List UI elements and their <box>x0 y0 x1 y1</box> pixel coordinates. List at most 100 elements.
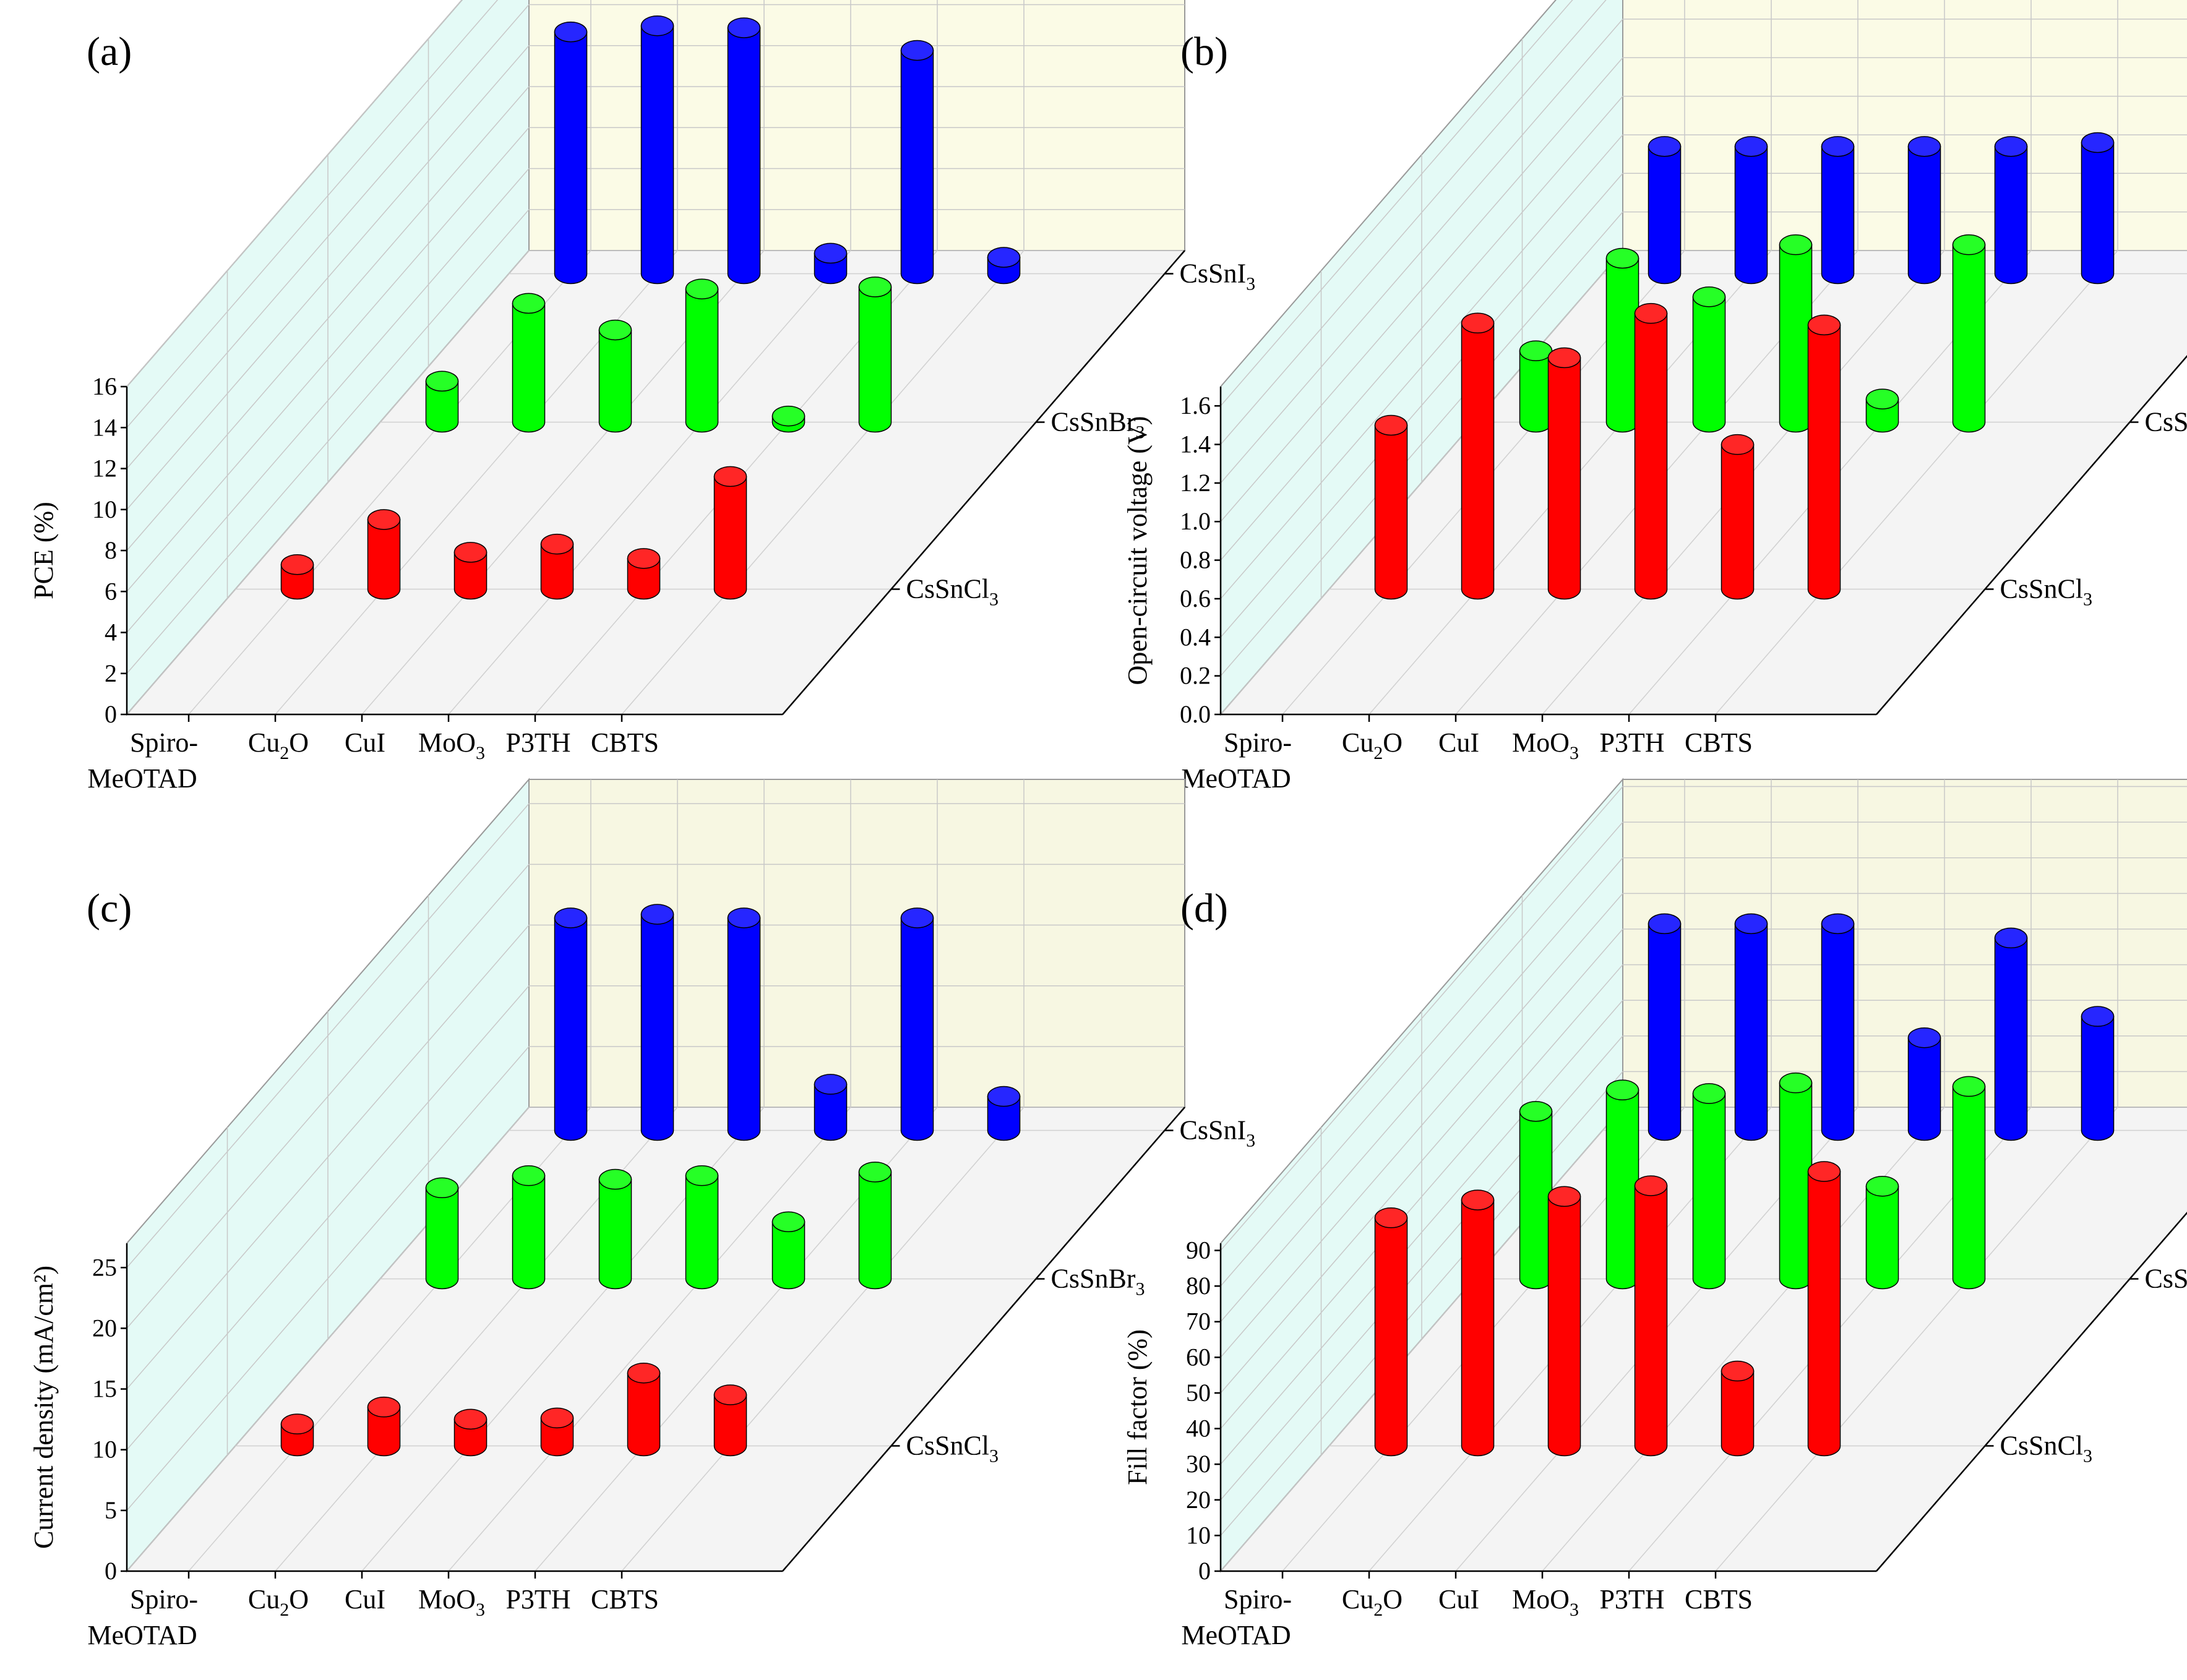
x-tick-label: CBTS <box>591 727 659 758</box>
bar-body <box>1648 923 1682 1141</box>
bar-top <box>1865 1175 1899 1197</box>
bar-body <box>1952 244 1986 433</box>
bar-body <box>554 917 588 1141</box>
y-tick-label: 10 <box>92 1436 117 1464</box>
bar-cssncl3-2 <box>453 542 488 600</box>
bar-body <box>987 1095 1021 1141</box>
bar-cssnbr3-0 <box>1519 1100 1553 1290</box>
bar-cssnbr3-5 <box>1952 234 1986 433</box>
bar-top <box>713 466 747 487</box>
bar-cssnbr3-0 <box>425 371 459 433</box>
x-tick-label: P3TH <box>1599 727 1664 758</box>
bar-body <box>512 1175 546 1290</box>
bar-body <box>1634 1185 1668 1457</box>
bar-top <box>1648 913 1682 935</box>
bar-body <box>554 31 588 285</box>
y-tick-label: 25 <box>92 1253 117 1281</box>
y-tick-label: 16 <box>92 372 117 400</box>
y-tick-label: 4 <box>105 619 117 646</box>
bar-top <box>685 278 719 299</box>
bar-top <box>280 1413 314 1434</box>
bar-body <box>727 917 761 1141</box>
bar-top <box>554 21 588 43</box>
y-tick-label: 5 <box>105 1496 117 1524</box>
bar-cssncl3-4 <box>627 1362 661 1457</box>
bar-body <box>1605 257 1639 433</box>
bar-body <box>1547 1196 1581 1457</box>
bar-cssncl3-0 <box>1374 414 1408 600</box>
bar-top <box>1461 312 1495 334</box>
panel-label: (b) <box>1180 29 1228 74</box>
bar-top <box>1952 234 1986 255</box>
y-tick-label: 0 <box>105 700 117 728</box>
panel-label: (d) <box>1180 886 1228 931</box>
bar-body <box>1374 424 1408 600</box>
bar-top <box>1648 135 1682 157</box>
bar-top <box>771 405 806 427</box>
bar-cssnbr3-3 <box>685 1165 719 1290</box>
y-tick-label: 15 <box>92 1375 117 1403</box>
bar-cssnbr3-3 <box>685 278 719 433</box>
y-tick-label: 10 <box>1186 1521 1211 1549</box>
y-tick-label: 40 <box>1186 1415 1211 1442</box>
x-tick-label-line2: MeOTAD <box>1181 763 1291 794</box>
x-tick-label: P3TH <box>505 1584 570 1614</box>
bar-cssni3-5 <box>987 247 1021 285</box>
bar-top <box>627 1362 661 1384</box>
bar-top <box>1692 286 1726 307</box>
bar-body <box>713 1394 747 1457</box>
bar-top <box>1734 135 1768 157</box>
x-tick-label: Spiro- <box>1224 727 1292 758</box>
bar-cssncl3-4 <box>627 548 661 600</box>
y-tick-label: 0 <box>105 1557 117 1585</box>
bar-cssncl3-1 <box>367 1396 401 1457</box>
bar-top <box>367 1396 401 1418</box>
x-tick-label: MoO3 <box>1512 1584 1579 1620</box>
bar-body <box>771 1221 806 1290</box>
bar-top <box>1994 135 2028 157</box>
y-tick-label: 12 <box>92 455 117 482</box>
x-tick-label: CBTS <box>591 1584 659 1614</box>
bar-cssncl3-1 <box>1461 1189 1495 1457</box>
bar-cssni3-3 <box>814 1074 848 1141</box>
bar-top <box>771 1211 806 1232</box>
bar-body <box>453 552 488 600</box>
bar-cssni3-3 <box>814 242 848 285</box>
bar-body <box>713 476 747 600</box>
bar-body <box>1605 1089 1639 1290</box>
bar-cssnbr3-2 <box>1692 286 1726 433</box>
bar-top <box>280 554 314 575</box>
y-tick-label: 1.2 <box>1180 469 1211 497</box>
bar-top <box>900 40 934 61</box>
bar-cssnbr3-4 <box>1865 1175 1899 1290</box>
x-tick-label: CBTS <box>1685 727 1753 758</box>
bar-body <box>1779 1082 1813 1290</box>
bar-body <box>858 286 892 433</box>
bar-top <box>1821 135 1855 157</box>
bar-top <box>1907 135 1941 157</box>
bar-top <box>640 904 674 925</box>
bar-cssnbr3-1 <box>512 293 546 433</box>
bar-cssncl3-4 <box>1721 434 1755 600</box>
bar-top <box>598 319 632 341</box>
bar-cssni3-0 <box>1648 135 1682 285</box>
bar-top <box>540 1407 574 1429</box>
bar-body <box>1461 322 1495 600</box>
bar-top <box>1519 1100 1553 1122</box>
y-tick-label: 0.2 <box>1180 662 1211 690</box>
bar-cssncl3-3 <box>540 533 574 600</box>
z-axis-line <box>782 1107 1185 1572</box>
x-tick-label: MoO3 <box>418 1584 485 1620</box>
bar-top <box>425 371 459 392</box>
bar-top <box>814 242 848 264</box>
panel-a: 0 2 4 6 8 10 12 14 16 PCE (%) Spiro- MeOTAD Cu2O CuI M… <box>28 0 1255 794</box>
bar-body <box>1547 357 1581 600</box>
bar-body <box>425 380 459 433</box>
back-wall <box>528 0 1185 251</box>
bar-top <box>1461 1189 1495 1211</box>
bar-top <box>1547 347 1581 369</box>
y-tick-label: 6 <box>105 577 117 605</box>
bar-top <box>1605 1079 1639 1100</box>
bar-cssni3-3 <box>1907 135 1941 285</box>
bar-top <box>598 1168 632 1190</box>
